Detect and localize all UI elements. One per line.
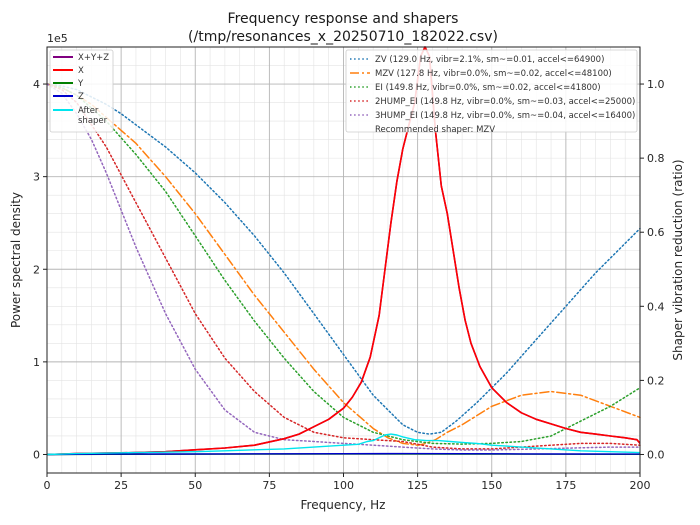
- x-tick-label: 75: [262, 479, 276, 492]
- x-tick-label: 200: [630, 479, 651, 492]
- y2-tick-label: 0.0: [647, 448, 665, 461]
- shaper-legend-label: ZV (129.0 Hz, vibr=2.1%, sm~=0.01, accel…: [375, 55, 604, 65]
- y-exponent-label: 1e5: [47, 32, 68, 45]
- y-tick-label: 4: [33, 78, 40, 91]
- y-axis-label: Power spectral density: [9, 192, 23, 328]
- recommended-shaper-label: Recommended shaper: MZV: [375, 125, 495, 135]
- psd-legend-label: X+Y+Z: [78, 53, 109, 63]
- x-tick-label: 175: [555, 479, 576, 492]
- shaper-legend-label: EI (149.8 Hz, vibr=0.0%, sm~=0.02, accel…: [375, 83, 601, 93]
- shaper-legend-box: [345, 49, 638, 133]
- psd-line-z: [46, 452, 641, 456]
- x-tick-label: 25: [114, 479, 128, 492]
- y-tick-label: 1: [33, 356, 40, 369]
- x-tick-label: 0: [44, 479, 51, 492]
- x-axis-label: Frequency, Hz: [301, 498, 386, 512]
- y-tick-label: 3: [33, 171, 40, 184]
- psd-legend-label: X: [78, 66, 84, 76]
- y2-tick-label: 0.8: [647, 152, 665, 165]
- psd-legend-label: Y: [77, 79, 84, 89]
- x-tick-label: 50: [188, 479, 202, 492]
- shaper-legend-label: MZV (127.8 Hz, vibr=0.0%, sm~=0.02, acce…: [375, 69, 612, 79]
- y-tick-label: 0: [33, 448, 40, 461]
- shaper-legend-label: 3HUMP_EI (149.8 Hz, vibr=0.0%, sm~=0.04,…: [375, 111, 635, 121]
- shaper-line-ei: [46, 83, 641, 445]
- psd-line-after-shaper: [46, 433, 641, 456]
- shaper-legend: ZV (129.0 Hz, vibr=2.1%, sm~=0.01, accel…: [345, 49, 638, 135]
- x-tick-label: 150: [481, 479, 502, 492]
- chart-title-line2: (/tmp/resonances_x_20250710_182022.csv): [188, 29, 498, 45]
- psd-legend-label: After: [78, 106, 99, 116]
- shaper-line-2hump-ei: [46, 83, 641, 450]
- shaper-line-zv: [46, 83, 641, 435]
- axis-ticks: 0 25 50 75 100 125 150 175 200 0 1 2 3 4 0.0 0.2 0.4 0.6 0…: [33, 78, 665, 492]
- chart-title-line1: Frequency response and shapers: [228, 11, 459, 27]
- x-tick-label: 125: [407, 479, 428, 492]
- y2-tick-label: 0.4: [647, 300, 665, 313]
- y2-tick-label: 1.0: [647, 78, 665, 91]
- y2-tick-label: 0.6: [647, 226, 665, 239]
- y2-axis-label: Shaper vibration reduction (ratio): [671, 159, 685, 360]
- y-tick-label: 2: [33, 263, 40, 276]
- shaper-line-mzv: [46, 83, 641, 446]
- y2-tick-label: 0.2: [647, 374, 665, 387]
- psd-legend-label: Z: [78, 92, 84, 102]
- shaper-legend-label: 2HUMP_EI (149.8 Hz, vibr=0.0%, sm~=0.03,…: [375, 97, 635, 107]
- shaper-line-3hump-ei: [46, 83, 641, 451]
- x-tick-label: 100: [333, 479, 354, 492]
- psd-legend-label: shaper: [78, 116, 108, 126]
